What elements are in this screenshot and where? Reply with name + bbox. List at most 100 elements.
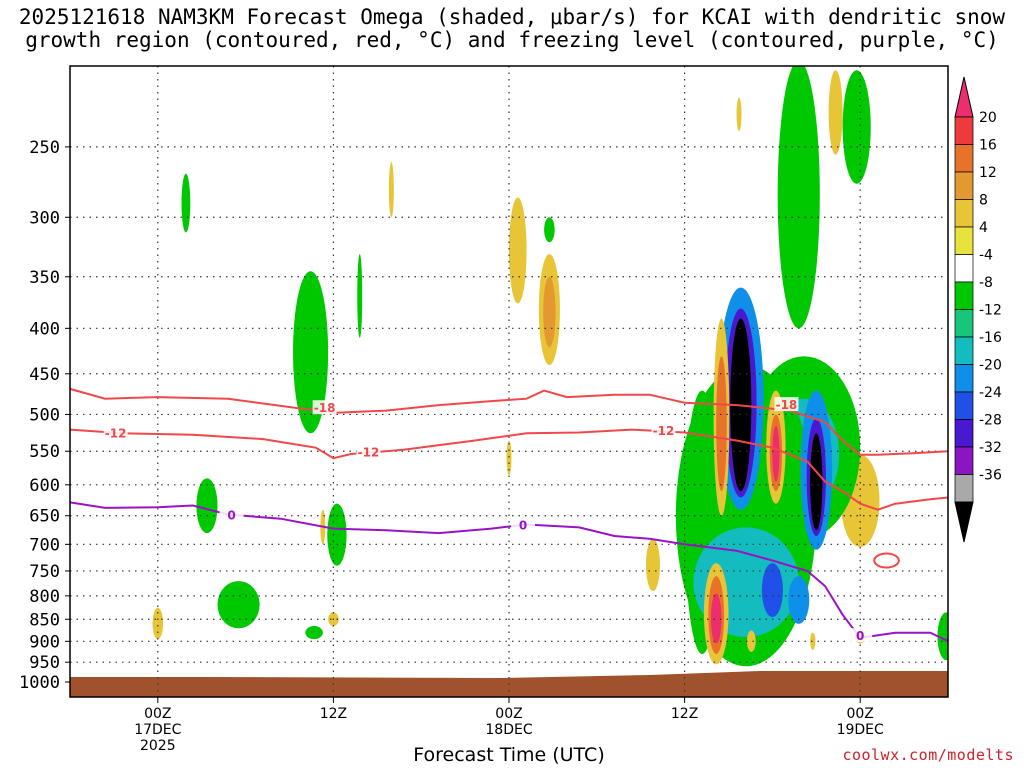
colorbar-label: 4 — [979, 220, 988, 236]
dgz-label-minus12-bg — [651, 423, 676, 438]
omega-region — [761, 563, 783, 617]
colorbar-label: -36 — [979, 468, 1002, 484]
y-tick-label: 250 — [29, 138, 60, 158]
colorbar-swatch — [954, 364, 974, 393]
colorbar-label: -24 — [979, 385, 1002, 401]
plot-area: -18 -18 -12 -12 -12 0 0 0 — [70, 66, 948, 697]
freezing-label: 0 — [848, 628, 873, 643]
omega-region — [810, 632, 816, 650]
dgz-label-minus18-text: -18 — [314, 401, 336, 415]
y-tick-label: 400 — [29, 319, 60, 339]
dgz-label-minus18-bg — [312, 400, 337, 415]
colorbar-label: -12 — [979, 303, 1002, 319]
colorbar-label: -20 — [979, 358, 1002, 374]
watermark[interactable]: coolwx.com/modelts — [842, 746, 1014, 764]
freezing-label-bg — [219, 507, 244, 522]
colorbar-swatch — [954, 254, 974, 283]
omega-region — [327, 503, 347, 566]
omega-region — [196, 478, 218, 534]
colorbar-swatch — [954, 116, 974, 145]
omega-region — [543, 276, 556, 348]
omega-region — [293, 271, 329, 434]
y-tick-label: 800 — [29, 587, 60, 607]
dgz-label-minus18-text: -18 — [776, 398, 798, 412]
freezing-label-bg — [511, 517, 536, 532]
colorbar-swatch — [954, 226, 974, 255]
dgz-label-minus18: -18 — [774, 397, 799, 412]
y-tick-label: 700 — [29, 535, 60, 555]
x-tick-label: 00Z — [495, 706, 522, 722]
freezing-label-bg — [848, 628, 873, 643]
x-tick-label: 12Z — [320, 706, 347, 722]
colorbar-label: 20 — [979, 110, 997, 126]
title-line-1: 2025121618 NAM3KM Forecast Omega (shaded… — [18, 5, 1006, 29]
freezing-label-text: 0 — [227, 509, 235, 523]
colorbar-swatch — [954, 446, 974, 475]
omega-region — [788, 576, 810, 624]
colorbar-swatch — [954, 336, 974, 365]
omega-region — [772, 425, 780, 482]
dgz-label-minus12-bg — [356, 444, 381, 459]
freezing-label: 0 — [219, 507, 244, 523]
colorbar-bottom-arrow — [954, 501, 974, 543]
freezing-label-text: 0 — [856, 629, 864, 643]
y-tick-label: 550 — [29, 442, 60, 462]
colorbar-label: 16 — [979, 138, 997, 154]
y-tick-label: 900 — [29, 632, 60, 652]
omega-region — [388, 162, 394, 218]
colorbar-swatch — [954, 309, 974, 338]
colorbar-label: 8 — [979, 193, 988, 209]
dgz-label-minus12: -12 — [103, 425, 128, 440]
x-tick-label: 18DEC — [485, 722, 532, 738]
y-tick-label: 850 — [29, 610, 60, 630]
y-tick-label: 1000 — [19, 673, 60, 693]
y-tick-label: 500 — [29, 405, 60, 425]
x-axis-label: Forecast Time (UTC) — [413, 744, 605, 766]
x-tick-label: 2025 — [140, 738, 176, 754]
colorbar-swatch — [954, 419, 974, 448]
y-tick-label: 300 — [29, 208, 60, 228]
colorbar-swatch — [954, 144, 974, 173]
dgz-label-minus12: -12 — [356, 444, 381, 460]
colorbar-top-arrow — [954, 76, 974, 118]
y-tick-label: 350 — [29, 268, 60, 288]
omega-region — [842, 70, 871, 184]
omega-region — [217, 581, 260, 629]
dgz-label-minus12: -12 — [651, 423, 676, 438]
freezing-label-text: 0 — [519, 519, 527, 533]
colorbar-label: -8 — [979, 275, 993, 291]
colorbar-swatch — [954, 171, 974, 200]
colorbar-label: -32 — [979, 440, 1002, 456]
colorbar: 20 16 12 8 4 -4 -8 -12 -16 -20 -24 -28 -32 -36 — [954, 76, 1002, 543]
omega-region — [506, 440, 512, 476]
omega-region — [716, 356, 727, 492]
omega-region — [828, 70, 843, 155]
y-tick-label: 600 — [29, 476, 60, 496]
x-tick-label: 19DEC — [837, 722, 884, 738]
colorbar-swatch — [954, 281, 974, 310]
title-line-2: growth region (contoured, red, °C) and f… — [25, 28, 999, 52]
omega-region — [810, 433, 823, 531]
dgz-label-minus18: -18 — [312, 400, 337, 415]
omega-region — [181, 173, 191, 233]
dgz-minus12-contour — [70, 428, 948, 511]
y-tick-label: 950 — [29, 653, 60, 673]
dgz-minus18-contour — [70, 387, 948, 456]
x-tick-label: 12Z — [671, 706, 698, 722]
colorbar-label: -28 — [979, 413, 1002, 429]
colorbar-swatch — [954, 474, 974, 503]
y-tick-label: 650 — [29, 507, 60, 527]
colorbar-swatch — [954, 391, 974, 420]
omega-region — [736, 97, 742, 132]
x-tick-label: 00Z — [144, 706, 171, 722]
dgz-label-minus18-bg — [774, 397, 799, 412]
omega-region — [544, 217, 555, 243]
y-tick-label: 750 — [29, 562, 60, 582]
colorbar-swatch — [954, 199, 974, 228]
omega-region — [746, 630, 756, 652]
colorbar-label: 12 — [979, 165, 997, 181]
omega-region — [777, 66, 820, 329]
omega-region — [357, 254, 363, 338]
dgz-label-minus12-text: -12 — [105, 426, 127, 440]
